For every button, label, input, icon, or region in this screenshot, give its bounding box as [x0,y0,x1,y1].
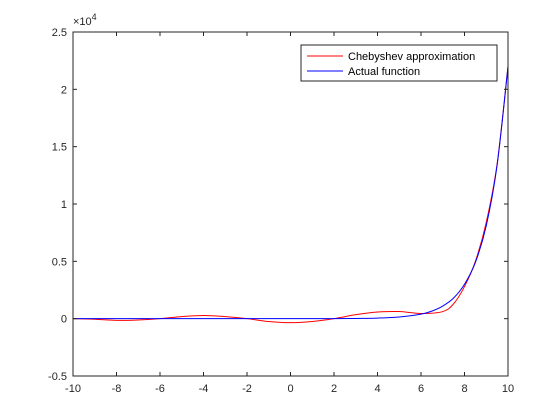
legend-label-chebyshev: Chebyshev approximation [348,51,475,63]
x-tick-label: -8 [112,383,122,395]
y-axis-exponent: ×104 [73,12,97,28]
legend: Chebyshev approximation Actual function [300,44,498,82]
y-axis-ticks: -0.5 0 0.5 1 1.5 2 2.5 [48,27,508,383]
y-axis-exponent-base: ×10 [73,16,92,28]
y-tick-label: 0 [61,314,67,326]
y-tick-label: 0.5 [52,256,67,268]
y-tick-label: 1.5 [52,142,67,154]
x-tick-label: 8 [461,383,467,395]
series-line-actual [73,66,509,320]
y-axis-exponent-power: 4 [92,12,97,22]
x-tick-label: -6 [155,383,165,395]
axes-background [73,32,508,376]
y-tick-label: 2 [61,84,67,96]
x-tick-label: 4 [374,383,380,395]
x-tick-label: -4 [199,383,209,395]
x-tick-label: 2 [331,383,337,395]
x-tick-label: 6 [418,383,424,395]
legend-box [300,44,498,82]
x-tick-label: -2 [242,383,252,395]
plot-lines [72,66,509,324]
y-tick-label: 1 [61,199,67,211]
x-tick-label: -10 [65,383,81,395]
y-tick-label: -0.5 [48,371,67,383]
x-tick-label: 0 [287,383,293,395]
x-tick-label: 10 [502,383,514,395]
legend-label-actual: Actual function [348,66,420,78]
y-tick-label: 2.5 [52,27,67,39]
x-axis-ticks: -10 -8 -6 -4 -2 0 2 4 6 8 10 [65,32,514,395]
